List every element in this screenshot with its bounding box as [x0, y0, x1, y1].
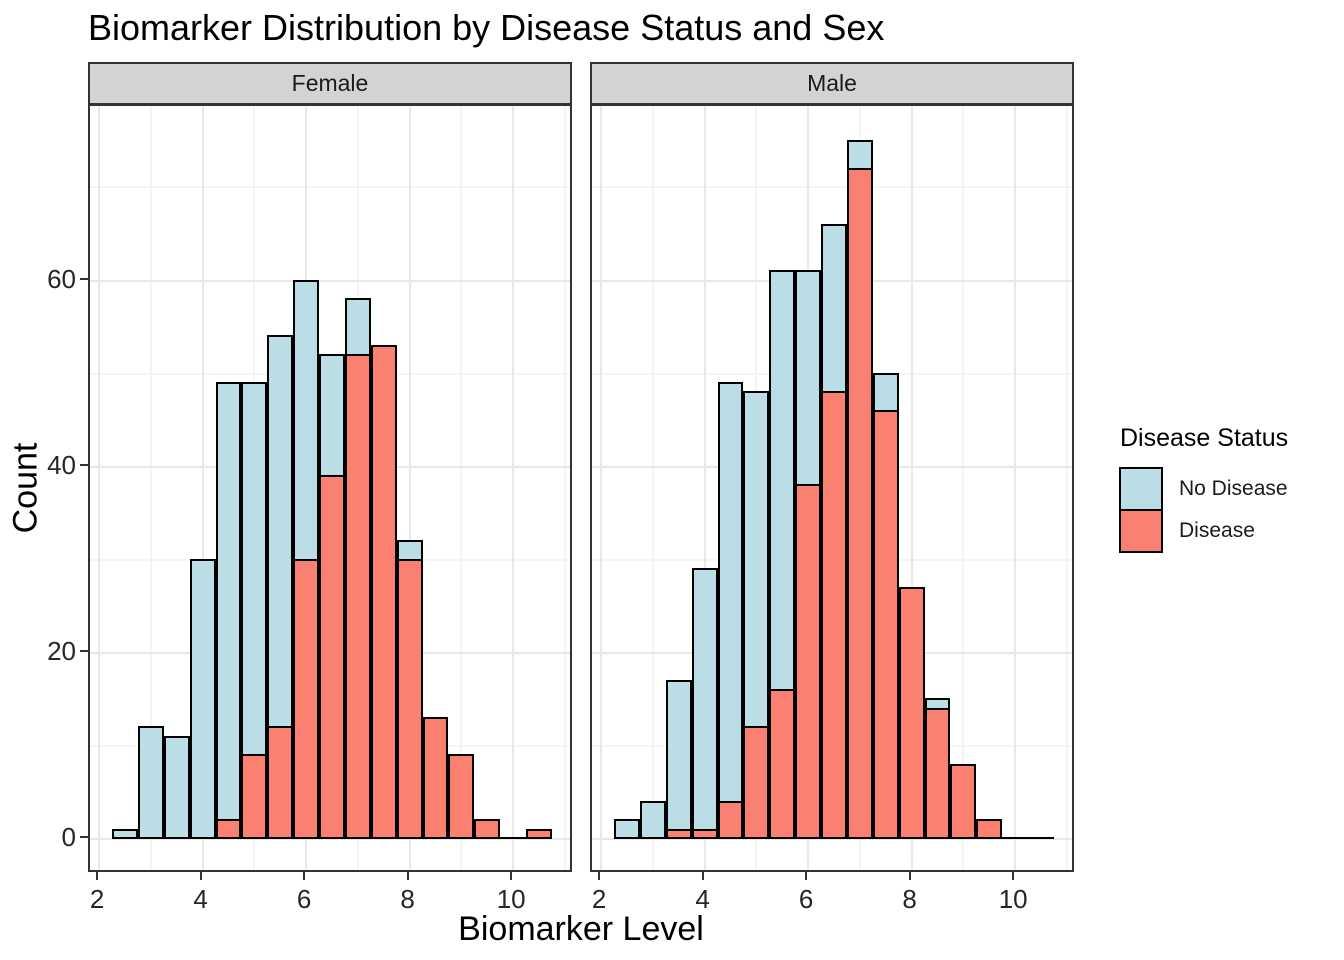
histogram-bar-disease — [691, 828, 718, 840]
y-axis-tick — [80, 277, 88, 280]
histogram-bar-disease — [319, 475, 345, 840]
x-axis-tick — [598, 872, 601, 880]
gridline-major-x — [600, 106, 603, 870]
histogram-bar-disease — [872, 409, 899, 840]
histogram-bar-disease — [898, 586, 925, 840]
gridline-minor-x — [460, 106, 463, 870]
gridline-major-y — [592, 838, 1072, 841]
histogram-bar-no-disease — [163, 735, 190, 840]
y-axis-tick — [80, 836, 88, 839]
histogram-bar-disease — [267, 726, 294, 840]
histogram-bar-disease — [396, 558, 423, 840]
histogram-bar-no-disease — [137, 726, 164, 840]
histogram-bar-disease — [474, 819, 501, 840]
gridline-major-x — [98, 106, 101, 870]
panel-female — [88, 104, 572, 872]
x-tick-label: 8 — [902, 884, 917, 914]
y-tick-label: 60 — [47, 263, 76, 294]
gridline-minor-x — [962, 106, 965, 870]
histogram-bar-disease — [717, 800, 744, 840]
histogram-bar-disease — [344, 354, 371, 840]
histogram-bar-no-disease — [665, 679, 692, 840]
histogram-bar-disease — [743, 726, 770, 840]
x-tick-label: 6 — [296, 884, 312, 914]
y-tick-label: 0 — [61, 822, 76, 853]
histogram-bar-disease — [846, 167, 873, 840]
legend-swatch-no-disease-icon — [1119, 467, 1163, 511]
histogram-bar-no-disease — [215, 381, 242, 840]
gridline-minor-x — [149, 106, 152, 870]
x-axis-tick — [510, 872, 513, 880]
facet-strip-female: Female — [88, 62, 572, 105]
histogram-bar-disease — [976, 819, 1003, 840]
gridline-major-x — [910, 106, 913, 870]
chart-title: Biomarker Distribution by Disease Status… — [88, 7, 885, 48]
y-tick-label: 40 — [47, 449, 76, 480]
gridline-minor-y — [592, 186, 1072, 189]
histogram-bar-no-disease — [614, 819, 640, 840]
x-tick-label: 8 — [400, 884, 415, 914]
histogram-bar-no-disease — [639, 800, 666, 840]
x-tick-label: 2 — [89, 884, 105, 914]
histogram-bar-disease — [769, 689, 796, 840]
x-axis-tick — [199, 872, 202, 880]
gridline-major-x — [512, 106, 515, 870]
panel-male — [590, 104, 1074, 872]
histogram-bar-disease — [795, 484, 822, 840]
gridline-major-x — [408, 106, 411, 870]
x-axis-tick — [96, 872, 99, 880]
x-tick-label: 10 — [496, 884, 526, 914]
gridline-minor-x — [1065, 106, 1068, 870]
legend-label-no-disease: No Disease — [1179, 477, 1288, 500]
histogram-bar-no-disease — [112, 828, 138, 840]
histogram-bar-disease — [370, 344, 397, 840]
y-axis-tick — [80, 649, 88, 652]
histogram-bar-disease — [422, 717, 449, 840]
x-tick-label: 4 — [193, 884, 208, 914]
histogram-bar-disease — [241, 754, 268, 840]
y-axis-tick — [80, 463, 88, 466]
histogram-bar-disease — [950, 763, 977, 840]
gridline-major-x — [1014, 106, 1017, 870]
legend-key-disease: Disease — [1119, 509, 1288, 553]
facet-strip-female-label: Female — [291, 70, 369, 96]
gridline-major-y — [90, 838, 570, 841]
gridline-minor-y — [90, 186, 570, 189]
legend-swatch-disease-icon — [1119, 509, 1163, 553]
histogram-bar-disease — [293, 558, 320, 840]
x-axis-tick — [1012, 872, 1015, 880]
x-tick-label: 2 — [591, 884, 607, 914]
histogram-bar-disease — [448, 754, 475, 840]
legend-key-no-disease: No Disease — [1119, 467, 1288, 511]
legend-title: Disease Status — [1120, 424, 1289, 452]
histogram-bar-disease — [215, 819, 242, 840]
x-tick-label: 6 — [798, 884, 814, 914]
legend: Disease Status No Disease Disease — [1119, 424, 1288, 553]
histogram-bar-disease — [821, 391, 847, 840]
gridline-major-y — [90, 279, 570, 282]
facet-strip-male: Male — [590, 62, 1074, 105]
gridline-minor-x — [563, 106, 566, 870]
histogram-bar-no-disease — [717, 381, 744, 840]
histogram-bar-disease — [526, 828, 552, 840]
gridline-major-x — [703, 106, 706, 870]
gridline-minor-x — [651, 106, 654, 870]
x-tick-label: 4 — [695, 884, 710, 914]
x-axis-tick — [908, 872, 911, 880]
x-axis-tick — [303, 872, 306, 880]
x-axis-tick — [701, 872, 704, 880]
facet-strip-male-label: Male — [807, 70, 857, 96]
x-axis-tick — [805, 872, 808, 880]
x-axis-title: Biomarker Level — [458, 910, 704, 948]
legend-label-disease: Disease — [1179, 519, 1255, 542]
x-tick-label: 10 — [998, 884, 1028, 914]
y-tick-label: 20 — [47, 635, 76, 666]
histogram-bar-disease — [665, 828, 692, 840]
histogram-bar-disease — [924, 707, 951, 840]
histogram-bar-no-disease — [189, 558, 216, 840]
histogram-bar-no-disease — [691, 568, 718, 840]
gridline-major-x — [201, 106, 204, 870]
x-axis-tick — [406, 872, 409, 880]
